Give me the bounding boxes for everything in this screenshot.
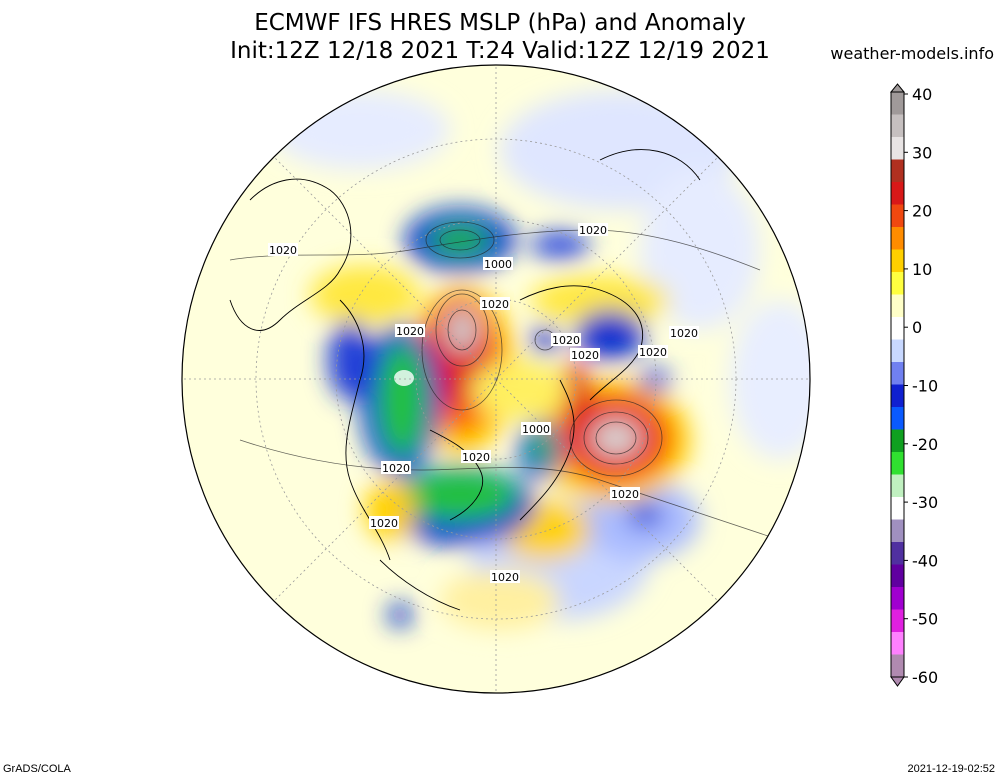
colorbar-tick-label: 40 bbox=[912, 85, 932, 104]
isobar-label: 1020 bbox=[369, 516, 399, 530]
svg-text:1020: 1020 bbox=[370, 517, 398, 530]
colorbar-segment bbox=[891, 317, 904, 340]
svg-text:1020: 1020 bbox=[462, 451, 490, 464]
isobar-label: 1020 bbox=[669, 326, 699, 340]
colorbar-tick-label: -10 bbox=[912, 377, 938, 396]
coastlines bbox=[229, 149, 701, 611]
colorbar-segment bbox=[891, 182, 904, 205]
colorbar-tick-label: -50 bbox=[912, 610, 938, 629]
isobar-label: 1000 bbox=[483, 257, 513, 271]
isobar-label: 1020 bbox=[480, 297, 510, 311]
colorbar-segment bbox=[891, 362, 904, 385]
colorbar-frame bbox=[890, 91, 905, 678]
svg-text:1020: 1020 bbox=[571, 349, 599, 362]
graticule bbox=[182, 65, 810, 693]
colorbar-segment bbox=[891, 519, 904, 543]
isobar-label: 1020 bbox=[551, 333, 581, 347]
colorbar-tick-label: 20 bbox=[912, 202, 932, 221]
svg-text:1020: 1020 bbox=[670, 327, 698, 340]
isobar-label: 1020 bbox=[610, 487, 640, 501]
colorbar-segment bbox=[891, 632, 904, 655]
isobar-labels: 1020 1000 1020 1020 1020 1020 1020 1020 … bbox=[268, 223, 699, 584]
colorbar-segment bbox=[891, 294, 904, 318]
svg-text:1020: 1020 bbox=[579, 224, 607, 237]
map-disc bbox=[182, 65, 810, 693]
colorbar-tick-label: -20 bbox=[912, 435, 938, 454]
colorbar-segment bbox=[891, 407, 904, 430]
chart-title-line2: Init:12Z 12/18 2021 T:24 Valid:12Z 12/19… bbox=[230, 38, 770, 64]
colorbar-segment bbox=[891, 609, 904, 633]
colorbar-segment bbox=[891, 384, 904, 408]
isobar-label: 1020 bbox=[268, 243, 298, 257]
colorbar-top-arrow bbox=[889, 83, 906, 93]
colorbar-segment bbox=[891, 92, 904, 115]
svg-text:1020: 1020 bbox=[481, 298, 509, 311]
svg-text:1020: 1020 bbox=[382, 462, 410, 475]
svg-text:1020: 1020 bbox=[552, 334, 580, 347]
svg-text:1000: 1000 bbox=[522, 423, 550, 436]
colorbar-segment bbox=[891, 137, 904, 160]
colorbar-segment bbox=[891, 204, 904, 228]
colorbar-segment bbox=[891, 114, 904, 138]
isobar-label: 1020 bbox=[381, 461, 411, 475]
isobar-label: 1020 bbox=[570, 348, 600, 362]
colorbar-tick-label: 30 bbox=[912, 143, 932, 162]
svg-text:1020: 1020 bbox=[269, 244, 297, 257]
colorbar-segment bbox=[891, 339, 904, 363]
colorbar-tick-label: -60 bbox=[912, 668, 938, 687]
colorbar-segment bbox=[891, 654, 904, 678]
colorbar-tick-label: 0 bbox=[912, 318, 922, 337]
generated-timestamp: 2021-12-19-02:52 bbox=[907, 763, 995, 775]
isobar-label: 1020 bbox=[461, 450, 491, 464]
colorbar-tick-label: -30 bbox=[912, 493, 938, 512]
isobar-label: 1000 bbox=[521, 422, 551, 436]
isobar-label: 1020 bbox=[638, 345, 668, 359]
colorbar-segments bbox=[891, 92, 904, 678]
isobar-label: 1020 bbox=[395, 324, 425, 338]
colorbar-segment bbox=[891, 452, 904, 475]
svg-text:1020: 1020 bbox=[396, 325, 424, 338]
software-credit: GrADS/COLA bbox=[3, 763, 71, 775]
isobar-label: 1020 bbox=[578, 223, 608, 237]
colorbar-segment bbox=[891, 249, 904, 273]
colorbar-segment bbox=[891, 497, 904, 520]
colorbar-segment bbox=[891, 542, 904, 565]
colorbar-segment bbox=[891, 159, 904, 183]
colorbar-tick-label: 10 bbox=[912, 260, 932, 279]
colorbar-segment bbox=[891, 272, 904, 295]
map-boundary bbox=[181, 64, 811, 694]
colorbar-segment bbox=[891, 429, 904, 453]
colorbar-segment bbox=[891, 587, 904, 610]
svg-text:1020: 1020 bbox=[611, 488, 639, 501]
isobars bbox=[229, 221, 781, 541]
source-label: weather-models.info bbox=[830, 44, 994, 63]
svg-text:1020: 1020 bbox=[491, 571, 519, 584]
isobar-label: 1020 bbox=[490, 570, 520, 584]
colorbar-segment bbox=[891, 564, 904, 588]
colorbar-ticks: 40 30 20 10 0 -10 -20 -30 -40 -50 -60 bbox=[904, 85, 938, 687]
svg-text:1000: 1000 bbox=[484, 258, 512, 271]
svg-text:1020: 1020 bbox=[639, 346, 667, 359]
colorbar-segment bbox=[891, 474, 904, 498]
colorbar-tick-label: -40 bbox=[912, 551, 938, 570]
chart-title-line1: ECMWF IFS HRES MSLP (hPa) and Anomaly bbox=[254, 10, 746, 36]
colorbar-segment bbox=[891, 227, 904, 250]
colorbar-bottom-arrow bbox=[890, 676, 905, 687]
